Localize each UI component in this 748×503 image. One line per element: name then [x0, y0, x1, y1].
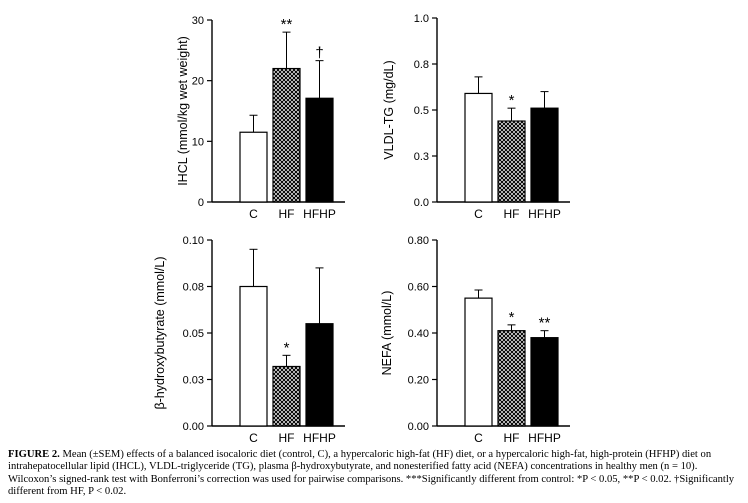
ihcl-ytick-label: 10	[192, 136, 204, 148]
vldl-ytick-label: 0.5	[414, 105, 429, 117]
bhb-ytick-label: 0.03	[183, 375, 204, 387]
vldl-xtick-label: HFHP	[528, 207, 561, 221]
ihcl-bar-c	[239, 131, 268, 203]
nefa-ytick-label: 0.40	[408, 328, 429, 340]
vldl-ytick-label: 0.8	[414, 59, 429, 71]
nefa-sig-hfhp: **	[539, 315, 551, 332]
caption-label: FIGURE 2.	[8, 449, 60, 460]
bhb-sig-hf: *	[284, 339, 290, 356]
bhb-xtick-label: HF	[279, 431, 295, 445]
bhb-bar-hf	[272, 365, 301, 427]
ihcl-xtick-label: C	[249, 207, 258, 221]
nefa-panel: 0.00 0.20 0.40 0.60 0.80 NEFA (mmol/L) C * HF ** H…	[380, 235, 570, 445]
nefa-xtick-label: HF	[504, 431, 520, 445]
nefa-sig-hf: *	[509, 309, 515, 326]
ihcl-ytick-label: 30	[192, 15, 204, 27]
ihcl-bar-hfhp	[305, 97, 334, 203]
vldl-ylabel: VLDL-TG (mg/dL)	[382, 60, 396, 159]
vldl-sig-hf: *	[509, 92, 515, 109]
nefa-ylabel: NEFA (mmol/L)	[380, 291, 394, 376]
ihcl-ylabel: IHCL (mmol/kg wet weight)	[176, 36, 190, 186]
nefa-xtick-label: C	[474, 431, 483, 445]
ihcl-ytick-label: 20	[192, 76, 204, 88]
nefa-xtick-label: HFHP	[528, 431, 561, 445]
ihcl-xtick-label: HF	[279, 207, 295, 221]
nefa-bar-c	[464, 297, 493, 427]
bhb-panel: 0.00 0.03 0.05 0.08 0.10 β-hydroxybutyrate (m…	[153, 235, 345, 445]
nefa-ytick-label: 0.60	[408, 282, 429, 294]
vldl-ytick-label: 0.3	[414, 151, 429, 163]
vldl-panel: 0.0 0.3 0.5 0.8 1.0 VLDL-TG (mg/dL) C * HF HFHP	[382, 13, 570, 221]
vldl-ytick-label: 0.0	[414, 197, 429, 209]
nefa-bar-hf	[497, 330, 526, 427]
bhb-xtick-label: HFHP	[303, 431, 336, 445]
vldl-xtick-label: C	[474, 207, 483, 221]
ihcl-bar-hf	[272, 67, 301, 203]
bhb-xtick-label: C	[249, 431, 258, 445]
ihcl-ytick-label: 0	[198, 197, 204, 209]
caption-text: Mean (±SEM) effects of a balanced isocal…	[8, 449, 735, 498]
nefa-ytick-label: 0.20	[408, 375, 429, 387]
ihcl-sig-hf: **	[281, 16, 293, 33]
nefa-ytick-label: 0.00	[408, 421, 429, 433]
vldl-bar-hf	[497, 120, 526, 203]
vldl-ytick-label: 1.0	[414, 13, 429, 25]
figure-caption: FIGURE 2. Mean (±SEM) effects of a balan…	[8, 449, 742, 499]
bhb-ylabel: β-hydroxybutyrate (mmol/L)	[153, 256, 167, 409]
bhb-ytick-label: 0.10	[183, 235, 204, 247]
vldl-xtick-label: HF	[504, 207, 520, 221]
nefa-bar-hfhp	[530, 337, 559, 427]
nefa-ytick-label: 0.80	[408, 235, 429, 247]
vldl-bar-hfhp	[530, 107, 559, 203]
bhb-bar-hfhp	[305, 323, 334, 427]
bhb-ytick-label: 0.08	[183, 282, 204, 294]
bhb-ytick-label: 0.00	[183, 421, 204, 433]
vldl-bar-c	[464, 92, 493, 203]
bhb-bar-c	[239, 285, 268, 427]
ihcl-xtick-label: HFHP	[303, 207, 336, 221]
bhb-ytick-label: 0.05	[183, 328, 204, 340]
ihcl-sig-hfhp: †	[315, 45, 323, 62]
